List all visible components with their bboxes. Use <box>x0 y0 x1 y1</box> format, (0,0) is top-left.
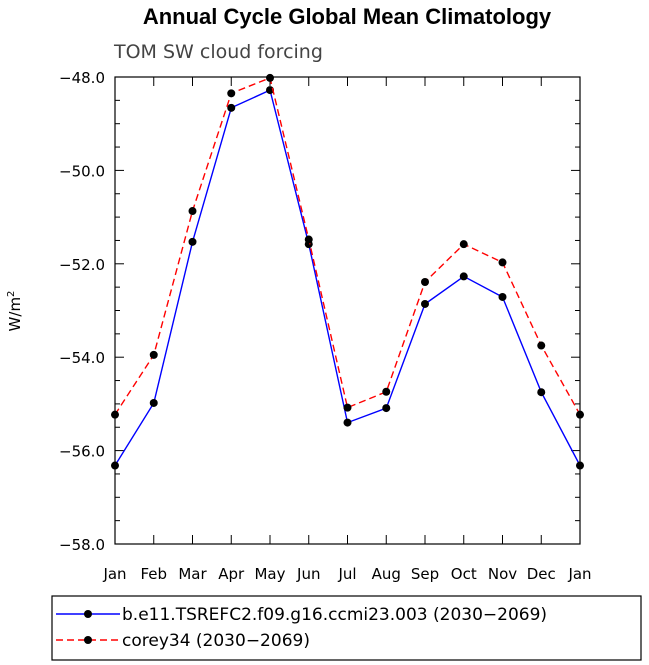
x-tick-label: Nov <box>488 565 517 583</box>
y-axis-label-text: W/m <box>6 297 24 332</box>
series-point <box>498 292 507 301</box>
series-point <box>576 461 584 470</box>
y-tick-label: −54.0 <box>59 349 105 367</box>
chart-title: Annual Cycle Global Mean Climatology <box>143 4 552 29</box>
y-axis-label-superscript: 2 <box>6 291 17 297</box>
legend-box <box>51 595 642 661</box>
series-point <box>343 403 352 412</box>
series-point <box>459 272 468 281</box>
x-tick-label: Sep <box>411 565 439 583</box>
series-point <box>537 388 546 397</box>
x-tick-label: May <box>254 565 285 583</box>
chart-subtitle: TOM SW cloud forcing <box>113 41 323 63</box>
series-point <box>266 73 274 82</box>
series-point <box>576 410 584 419</box>
series-point <box>343 418 352 427</box>
series-point <box>149 398 158 407</box>
series-point <box>382 387 391 396</box>
series-point <box>304 235 313 244</box>
x-tick-label: Jan <box>567 565 591 583</box>
x-tick-label: Jan <box>102 565 126 583</box>
legend-marker <box>84 636 92 644</box>
series-point <box>459 240 468 249</box>
legend: b.e11.TSREFC2.f09.g16.ccmi23.003 (2030−2… <box>51 595 642 661</box>
y-axis-label: W/m2 <box>6 291 24 332</box>
x-tick-label: Dec <box>527 565 556 583</box>
plot-frame <box>114 76 581 545</box>
x-tick-label: Feb <box>140 565 167 583</box>
x-tick-label: Aug <box>372 565 401 583</box>
y-tick-label: −58.0 <box>59 536 105 554</box>
series-point <box>188 237 197 246</box>
x-tick-label: Jul <box>337 565 356 583</box>
x-tick-label: Jun <box>296 565 320 583</box>
series-point <box>498 258 507 267</box>
series-line <box>114 76 581 415</box>
legend-marker <box>84 610 92 618</box>
y-tick-label: −52.0 <box>59 256 105 274</box>
legend-label: b.e11.TSREFC2.f09.g16.ccmi23.003 (2030−2… <box>122 605 547 625</box>
x-tick-label: Oct <box>451 565 477 583</box>
y-tick-label: −56.0 <box>59 443 105 461</box>
legend-label: corey34 (2030−2069) <box>122 631 310 651</box>
series-point <box>382 404 391 413</box>
series-point <box>149 350 158 359</box>
series-point <box>227 89 236 98</box>
series-point <box>111 410 119 419</box>
series-point <box>111 461 119 470</box>
series-point <box>227 103 236 112</box>
series-point <box>421 278 429 287</box>
y-tick-label: −50.0 <box>59 162 105 180</box>
y-tick-label: −48.0 <box>59 69 105 87</box>
x-tick-label: Mar <box>178 565 207 583</box>
series-point <box>537 341 546 350</box>
plot-area: −48.0 −50.0 −52.0 −54.0 −56.0 −58.0 Jan Feb Mar A… <box>59 69 592 583</box>
x-tick-label: Apr <box>218 565 245 583</box>
series-point <box>421 299 429 308</box>
series-point <box>188 207 197 216</box>
